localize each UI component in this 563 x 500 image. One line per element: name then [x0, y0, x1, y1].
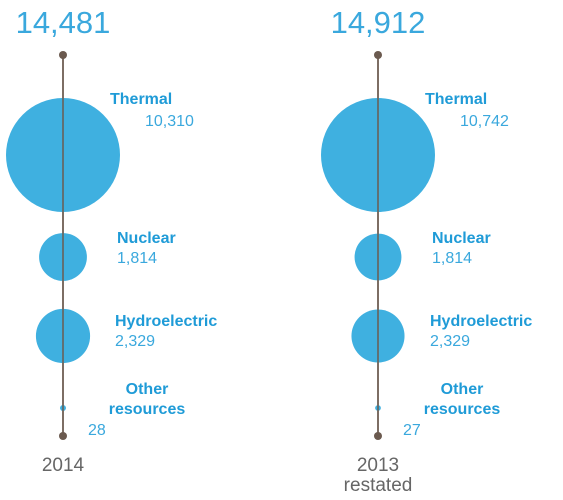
category-label: Thermal — [110, 91, 173, 108]
value-label: 1,814 — [432, 250, 473, 267]
period-label: 2013 — [356, 455, 400, 476]
value-label: 10,742 — [460, 113, 509, 130]
category-label: Thermal — [425, 91, 488, 108]
category-label: Other resources — [423, 381, 501, 418]
period-label: 2014 — [41, 455, 85, 476]
category-label: Nuclear — [117, 230, 176, 247]
total-label: 14,481 — [15, 5, 111, 40]
end-dot — [59, 51, 67, 59]
value-label: 27 — [403, 422, 421, 439]
category-label: Hydroelectric — [430, 313, 533, 330]
total-label: 14,912 — [330, 5, 426, 40]
value-label: 28 — [88, 422, 106, 439]
end-dot — [374, 432, 382, 440]
end-dot — [59, 432, 67, 440]
category-label: Hydroelectric — [115, 313, 218, 330]
end-dot — [374, 51, 382, 59]
value-label: 10,310 — [145, 113, 194, 130]
value-label: 2,329 — [115, 333, 156, 350]
category-label: Nuclear — [432, 230, 491, 247]
value-label: 1,814 — [117, 250, 158, 267]
value-label: 2,329 — [430, 333, 471, 350]
category-label: Other resources — [108, 381, 186, 418]
period-note: restated — [343, 475, 413, 496]
